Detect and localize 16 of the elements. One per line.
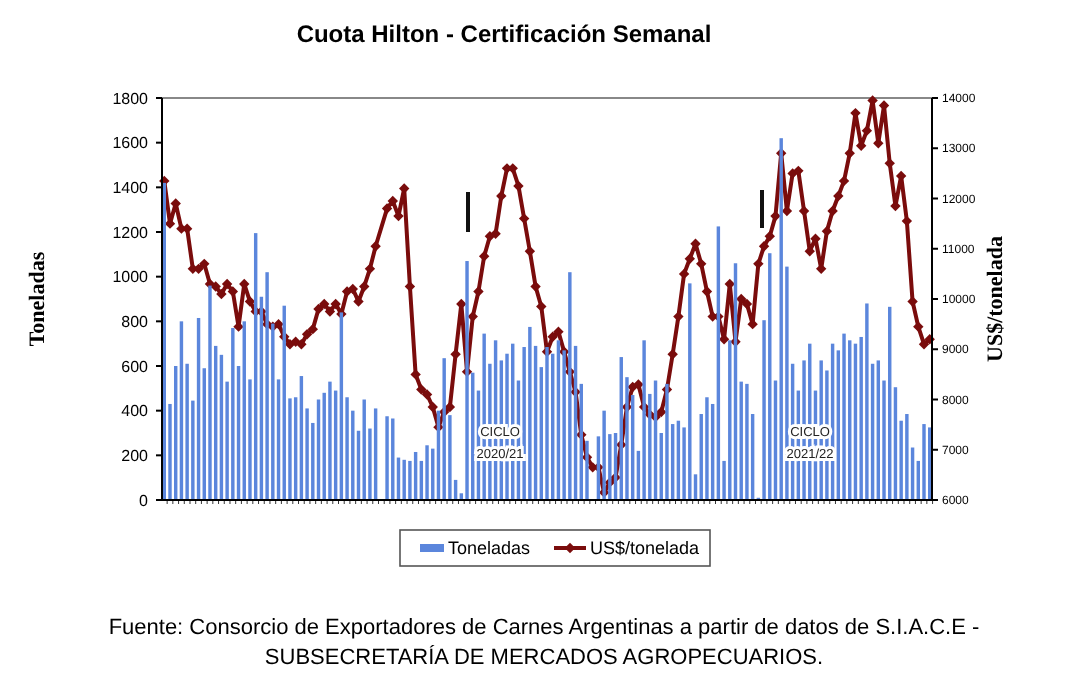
y-tick-label: 600	[121, 357, 150, 376]
y-axis-title: Toneladas	[26, 250, 50, 347]
y-tick-label: 200	[121, 446, 150, 465]
source-note: Fuente: Consorcio de Exportadores de Carnes Argentinas a partir de datos de S.I.A.C.E - SUBSECRETARÍA DE MERCADOS AGROPECUARIOS.	[108, 616, 981, 670]
y-tick-label: 1800	[112, 89, 150, 108]
y-tick-label: 0	[139, 491, 150, 510]
y-tick-label: 400	[121, 402, 150, 421]
y-tick-label: 800	[121, 312, 150, 331]
y-tick-label: 1600	[112, 134, 150, 153]
y2-axis-title: US$/tonelada	[984, 235, 1008, 362]
chart-title: Cuota Hilton - Certificación Semanal	[296, 20, 712, 48]
legend-label: US$/tonelada	[590, 538, 700, 559]
y-tick-label: 1000	[112, 268, 150, 287]
y-tick-label: 1200	[112, 223, 150, 242]
y-tick-label: 1400	[112, 178, 150, 197]
legend-label: Toneladas	[448, 538, 532, 559]
